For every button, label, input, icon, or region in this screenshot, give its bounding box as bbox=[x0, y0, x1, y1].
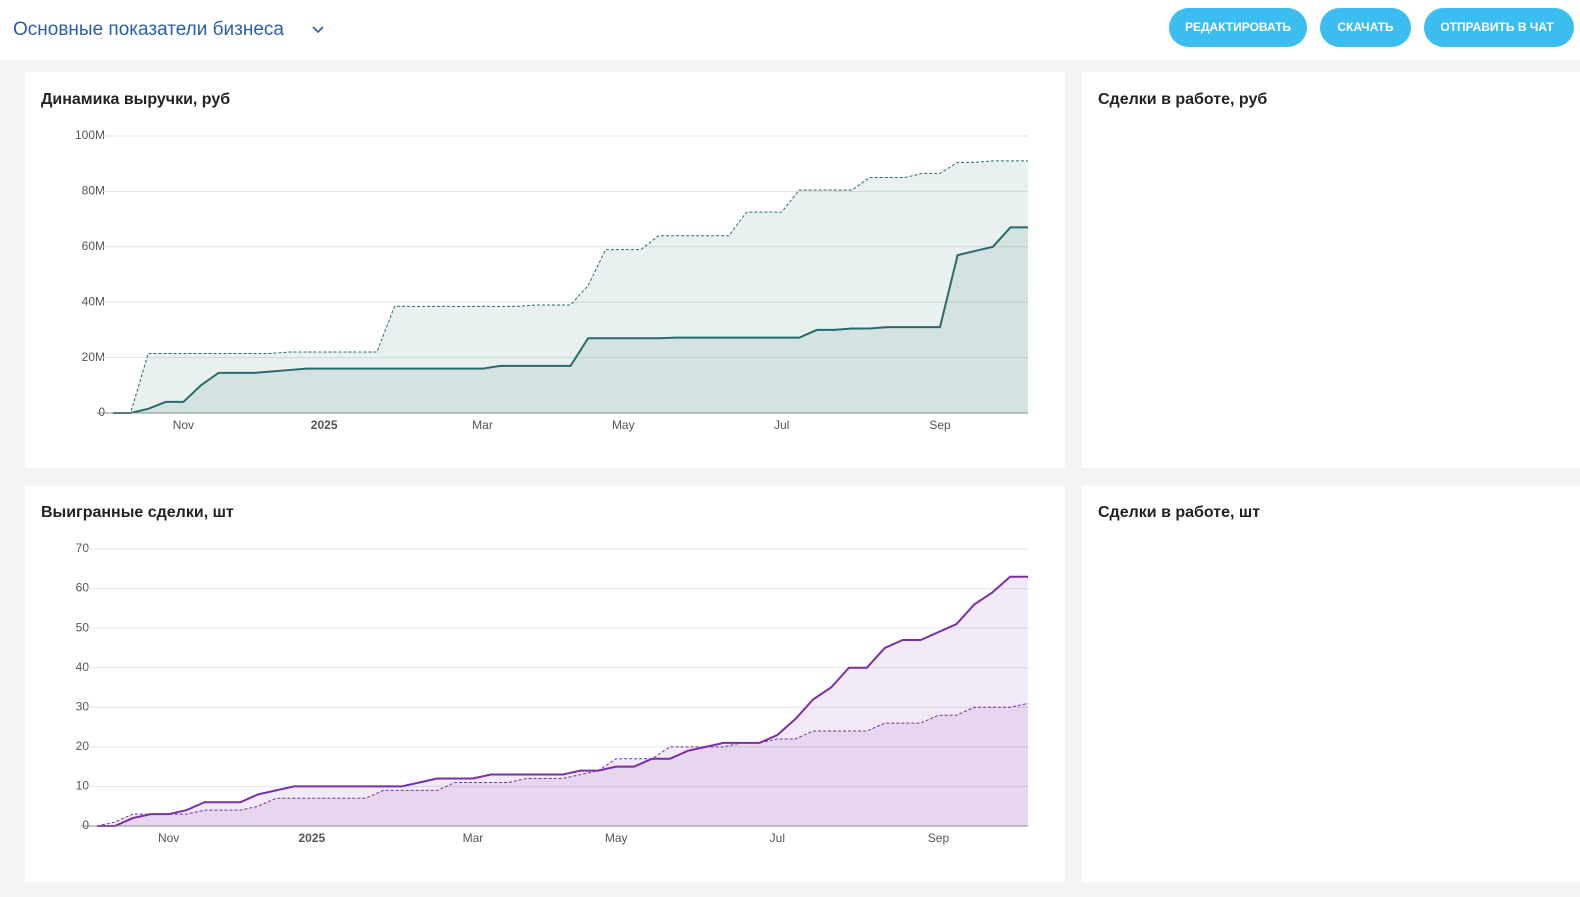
x-tick-label: Nov bbox=[173, 418, 194, 432]
chart-title: Динамика выручки, руб bbox=[41, 91, 230, 108]
x-tick-label: May bbox=[612, 418, 635, 432]
x-tick-label: Mar bbox=[472, 418, 493, 432]
y-tick-label: 60M bbox=[82, 239, 105, 253]
y-tick-label: 50 bbox=[76, 620, 90, 634]
dashboard-title[interactable]: Основные показатели бизнеса bbox=[13, 19, 284, 40]
x-tick-label: Jul bbox=[770, 831, 785, 845]
download-button-label[interactable]: СКАЧАТЬ bbox=[1337, 20, 1394, 34]
x-tick-label: Sep bbox=[928, 831, 950, 845]
download-button[interactable] bbox=[1320, 8, 1411, 47]
y-tick-label: 40M bbox=[82, 294, 105, 308]
panel bbox=[1082, 72, 1580, 468]
y-tick-label: 0 bbox=[98, 405, 105, 419]
x-tick-label: Sep bbox=[929, 418, 951, 432]
area bbox=[97, 703, 1028, 826]
y-tick-label: 30 bbox=[76, 699, 90, 713]
send-button[interactable] bbox=[1424, 8, 1574, 47]
send-button-label[interactable]: ОТПРАВИТЬ В ЧАТ bbox=[1440, 20, 1554, 34]
header-bar bbox=[0, 0, 1580, 60]
x-tick-label: 2025 bbox=[298, 831, 325, 845]
y-tick-label: 20M bbox=[82, 350, 105, 364]
x-tick-label: 2025 bbox=[311, 418, 338, 432]
y-tick-label: 80M bbox=[82, 184, 105, 198]
edit-button[interactable] bbox=[1169, 8, 1307, 47]
y-tick-label: 40 bbox=[76, 660, 90, 674]
y-tick-label: 70 bbox=[76, 541, 90, 555]
line bbox=[113, 160, 1028, 414]
panel-title: Сделки в работе, руб bbox=[1098, 91, 1267, 108]
edit-button-label[interactable]: РЕДАКТИРОВАТЬ bbox=[1185, 20, 1291, 34]
panel bbox=[25, 72, 1065, 468]
x-tick-label: Mar bbox=[463, 831, 484, 845]
line bbox=[97, 575, 1028, 827]
panel-title: Сделки в работе, шт bbox=[1098, 504, 1260, 521]
panel bbox=[25, 486, 1065, 882]
y-tick-label: 100M bbox=[75, 128, 105, 142]
y-tick-label: 10 bbox=[76, 779, 90, 793]
line bbox=[96, 702, 1029, 827]
x-tick-label: Jul bbox=[774, 418, 789, 432]
chart-title: Выигранные сделки, шт bbox=[41, 504, 234, 521]
area bbox=[113, 160, 1028, 413]
panel bbox=[1082, 486, 1580, 882]
area bbox=[97, 576, 1028, 826]
y-tick-label: 60 bbox=[76, 581, 90, 595]
y-tick-label: 20 bbox=[76, 739, 90, 753]
x-tick-label: May bbox=[605, 831, 628, 845]
line bbox=[113, 226, 1028, 414]
y-tick-label: 0 bbox=[82, 818, 89, 832]
area bbox=[113, 227, 1028, 413]
x-tick-label: Nov bbox=[158, 831, 179, 845]
dropdown-chevron[interactable] bbox=[312, 26, 324, 34]
